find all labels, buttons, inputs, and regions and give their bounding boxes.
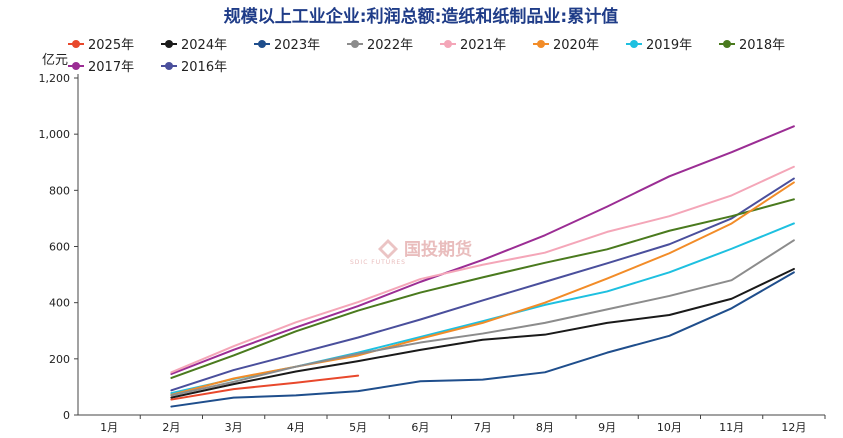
y-tick-label: 600 bbox=[49, 241, 70, 254]
series-line-6 bbox=[170, 181, 795, 396]
x-tick-label: 2月 bbox=[162, 421, 180, 434]
legend-swatch-marker bbox=[444, 40, 452, 48]
legend-item[interactable]: 2016年 bbox=[161, 60, 227, 75]
legend-swatch-marker bbox=[723, 40, 731, 48]
x-tick-label: 7月 bbox=[474, 421, 492, 434]
legend-swatch-marker bbox=[630, 40, 638, 48]
legend-label: 2019年 bbox=[646, 38, 692, 53]
series-line-4 bbox=[170, 239, 795, 397]
legend-label: 2022年 bbox=[367, 38, 413, 53]
legend-label: 2021年 bbox=[460, 38, 506, 53]
y-tick-label: 200 bbox=[49, 353, 70, 366]
series-lines bbox=[170, 125, 795, 408]
x-tick-label: 5月 bbox=[349, 421, 367, 434]
y-tick-label: 1,000 bbox=[39, 128, 71, 141]
legend-label: 2016年 bbox=[181, 60, 227, 75]
series-line-7 bbox=[170, 222, 795, 395]
legend-swatch-marker bbox=[72, 62, 80, 70]
legend-item[interactable]: 2024年 bbox=[161, 38, 227, 53]
legend-swatch-marker bbox=[165, 62, 173, 70]
legend-swatch-marker bbox=[72, 40, 80, 48]
x-tick-label: 3月 bbox=[225, 421, 243, 434]
legend-item[interactable]: 2025年 bbox=[68, 38, 134, 53]
y-tick-label: 0 bbox=[63, 409, 70, 422]
series-line-5 bbox=[170, 165, 795, 374]
series-line-3 bbox=[170, 271, 795, 408]
legend-label: 2017年 bbox=[88, 60, 134, 75]
y-tick-label: 400 bbox=[49, 297, 70, 310]
watermark-text: 国投期货 bbox=[404, 239, 472, 260]
x-tick-label: 8月 bbox=[536, 421, 554, 434]
axes: 0 200 400 600 800 1,000 1,200 1月 2月 3月 4月 5月 6月 7月 8月 9… bbox=[39, 72, 826, 434]
legend-item[interactable]: 2017年 bbox=[68, 60, 134, 75]
legend-label: 2018年 bbox=[739, 38, 785, 53]
x-tick-label: 4月 bbox=[287, 421, 305, 434]
legend-label: 2020年 bbox=[553, 38, 599, 53]
y-axis-unit-label: 亿元 bbox=[42, 53, 68, 68]
legend-item[interactable]: 2022年 bbox=[347, 38, 413, 53]
y-tick-label: 800 bbox=[49, 184, 70, 197]
legend-swatch-marker bbox=[351, 40, 359, 48]
legend-item[interactable]: 2020年 bbox=[533, 38, 599, 53]
x-tick-label: 1月 bbox=[100, 421, 118, 434]
legend-label: 2023年 bbox=[274, 38, 320, 53]
watermark-subtext: SDIC FUTURES bbox=[350, 259, 406, 266]
y-tick-label: 1,200 bbox=[39, 72, 71, 85]
legend: 2025年 2024年 2023年 2022年 2021年 2020年 2019年 2018年… bbox=[68, 38, 785, 75]
legend-item[interactable]: 2021年 bbox=[440, 38, 506, 53]
x-tick-label: 12月 bbox=[781, 421, 806, 434]
x-tick-label: 6月 bbox=[411, 421, 429, 434]
legend-item[interactable]: 2019年 bbox=[626, 38, 692, 53]
series-line-10 bbox=[170, 177, 795, 392]
series-line-1 bbox=[170, 374, 360, 401]
legend-item[interactable]: 2018年 bbox=[719, 38, 785, 53]
series-line-2 bbox=[170, 267, 795, 399]
legend-label: 2025年 bbox=[88, 38, 134, 53]
x-tick-label: 10月 bbox=[657, 421, 682, 434]
legend-swatch-marker bbox=[258, 40, 266, 48]
legend-swatch-marker bbox=[165, 40, 173, 48]
watermark-logo-inner bbox=[382, 243, 394, 255]
x-tick-label: 9月 bbox=[598, 421, 616, 434]
series-line-8 bbox=[170, 198, 795, 379]
legend-item[interactable]: 2023年 bbox=[254, 38, 320, 53]
legend-label: 2024年 bbox=[181, 38, 227, 53]
series-line-9 bbox=[170, 125, 795, 375]
watermark-logo bbox=[378, 239, 398, 259]
chart-title: 规模以上工业企业:利润总额:造纸和纸制品业:累计值 bbox=[224, 6, 618, 27]
x-tick-label: 11月 bbox=[719, 421, 744, 434]
legend-swatch-marker bbox=[537, 40, 545, 48]
